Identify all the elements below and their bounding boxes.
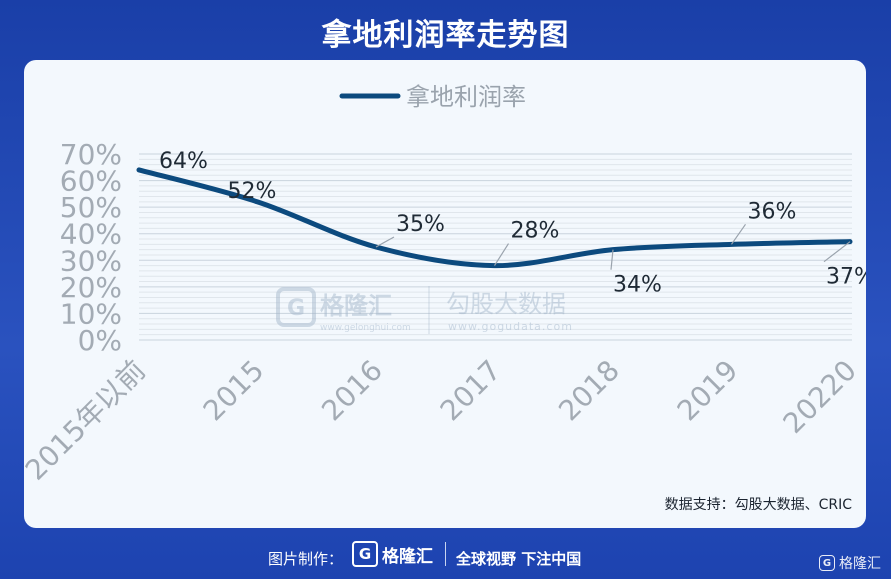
- grid-lines: [139, 153, 852, 341]
- footer-slogan: 全球视野 下注中国: [456, 550, 582, 568]
- footer: 图片制作： G 格隆汇 全球视野 下注中国: [0, 536, 891, 576]
- made-by-label: 图片制作：: [268, 550, 344, 568]
- data-label: 37%: [826, 265, 866, 290]
- corner-logo-icon: G: [819, 555, 835, 571]
- leader-line: [823, 241, 851, 263]
- watermark-brand-right-url: www.gogudata.com: [448, 320, 573, 333]
- legend: 拿地利润率: [339, 83, 526, 111]
- chart-card: G 格隆汇 www.gelonghui.com 勾股大数据 www.goguda…: [24, 60, 866, 528]
- x-tick-label: 2018: [552, 354, 626, 428]
- y-axis: 0%10%20%30%40%50%60%70%: [60, 138, 122, 357]
- data-label: 28%: [511, 219, 560, 244]
- leader-line: [375, 236, 395, 248]
- series-line: [136, 167, 853, 269]
- legend-label: 拿地利润率: [406, 83, 526, 111]
- watermark-brand-left-url: www.gelonghui.com: [320, 323, 411, 333]
- data-label: 36%: [748, 199, 797, 224]
- x-tick-label: 20220: [777, 354, 863, 440]
- series-group: [136, 167, 853, 269]
- footer-divider: [445, 542, 446, 566]
- line-chart: G 格隆汇 www.gelonghui.com 勾股大数据 www.goguda…: [24, 83, 866, 487]
- y-tick-label: 0%: [78, 324, 122, 357]
- leader-line: [493, 243, 510, 266]
- x-tick-label: 2017: [434, 354, 508, 428]
- corner-logo: G 格隆汇: [819, 553, 881, 573]
- y-tick-label: 10%: [60, 297, 122, 330]
- data-labels: 64% 52% 35% 28% 34% 36% 37%: [159, 149, 866, 298]
- x-tick-label: 2015: [197, 354, 271, 428]
- data-label: 35%: [396, 212, 445, 237]
- corner-logo-text: 格隆汇: [839, 556, 881, 572]
- data-label: 52%: [228, 179, 277, 204]
- x-axis: 2015年以前 2015 2016 2017 2018 2019 20220: [24, 354, 863, 487]
- data-source: 数据支持：勾股大数据、CRIC: [664, 497, 852, 513]
- x-tick-label: 2019: [671, 354, 745, 428]
- data-label: 34%: [613, 273, 662, 298]
- watermark-logo-icon: [276, 287, 316, 327]
- watermark-brand-right: 勾股大数据: [446, 290, 566, 318]
- footer-logo: G 格隆汇: [352, 540, 433, 568]
- watermark: G 格隆汇 www.gelonghui.com 勾股大数据 www.goguda…: [276, 286, 573, 334]
- y-tick-label: 30%: [60, 244, 122, 277]
- watermark-brand-left: 格隆汇: [320, 292, 392, 320]
- leader-line: [731, 223, 746, 245]
- page-title: 拿地利润率走势图: [321, 18, 570, 53]
- logo-icon: G: [352, 541, 378, 567]
- svg-text:G: G: [287, 296, 305, 321]
- y-tick-label: 40%: [60, 218, 122, 251]
- leader-line: [610, 249, 614, 270]
- y-tick-label: 60%: [60, 165, 122, 198]
- x-tick-label: 2015年以前: [24, 354, 152, 487]
- data-label: 64%: [159, 149, 208, 174]
- x-tick-label: 2016: [315, 354, 389, 428]
- y-tick-label: 20%: [60, 271, 122, 304]
- y-tick-label: 70%: [60, 138, 122, 171]
- y-tick-label: 50%: [60, 191, 122, 224]
- logo-text: 格隆汇: [382, 546, 433, 567]
